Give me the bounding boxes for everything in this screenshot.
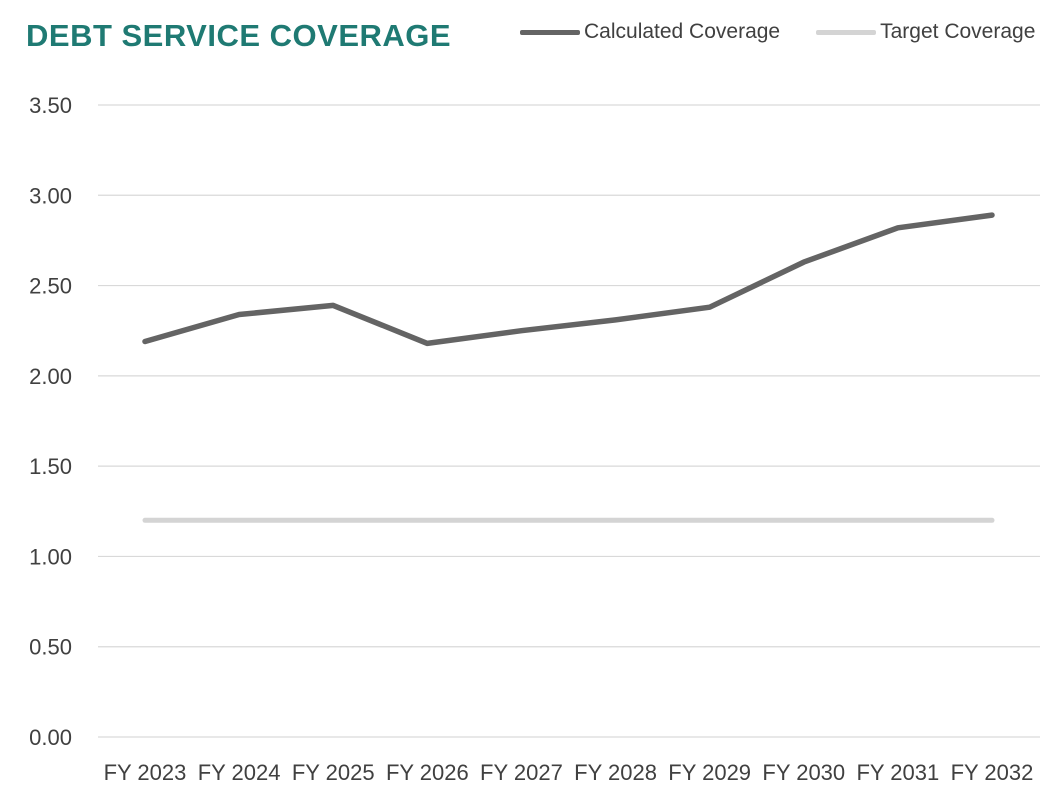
legend-swatch-target-coverage: [816, 29, 877, 35]
x-tick-label: FY 2031: [856, 760, 939, 785]
y-tick-label: 1.00: [29, 544, 72, 569]
x-axis-ticks: FY 2023 FY 2024 FY 2025 FY 2026 FY 2027 FY 20…: [104, 760, 1034, 785]
y-tick-label: 3.50: [29, 93, 72, 118]
legend-label-target-coverage: Target Coverage: [880, 20, 1036, 43]
legend-swatch-calculated-coverage: [520, 29, 580, 35]
y-axis-ticks: 0.00 0.50 1.00 1.50 2.00 2.50 3.00 3.50: [29, 93, 72, 750]
legend-item-target-coverage: Target Coverage: [816, 20, 1035, 44]
x-tick-label: FY 2029: [668, 760, 751, 785]
x-tick-label: FY 2030: [762, 760, 845, 785]
legend-item-calculated-coverage: Calculated Coverage: [520, 20, 780, 44]
y-tick-label: 0.50: [29, 635, 72, 660]
x-tick-label: FY 2025: [292, 760, 375, 785]
chart-title: DEBT SERVICE COVERAGE: [26, 18, 452, 53]
y-tick-label: 2.00: [29, 364, 72, 389]
legend: Calculated Coverage Target Coverage: [520, 20, 1035, 44]
x-tick-label: FY 2026: [386, 760, 469, 785]
y-tick-label: 3.00: [29, 183, 72, 208]
y-tick-label: 0.00: [29, 725, 72, 750]
x-tick-label: FY 2027: [480, 760, 563, 785]
y-tick-label: 2.50: [29, 274, 72, 299]
series-lines: [142, 212, 995, 523]
gridlines: [98, 104, 1040, 738]
x-tick-label: FY 2023: [104, 760, 187, 785]
series-line-calculated-coverage: [142, 212, 995, 347]
x-tick-label: FY 2024: [198, 760, 281, 785]
y-tick-label: 1.50: [29, 454, 72, 479]
x-tick-label: FY 2032: [951, 760, 1034, 785]
legend-label-calculated-coverage: Calculated Coverage: [584, 20, 781, 43]
x-tick-label: FY 2028: [574, 760, 657, 785]
